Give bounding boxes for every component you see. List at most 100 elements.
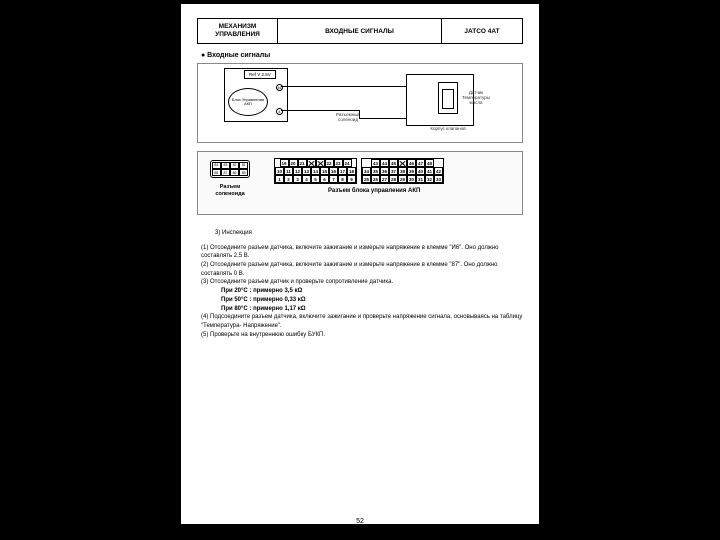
pin-cell: 33 [434,175,443,183]
valve-body-label: Корпус клапанов [418,126,478,131]
pin-cell: 17 [338,167,347,175]
pin-cell: 13 [302,167,311,175]
wire-bot-h1 [281,110,359,111]
pin-row: 252627282930313233 [362,175,443,183]
inspection-lines-1: (1) Отсоедините разъем датчика, включите… [197,244,523,287]
pin-cell: 42 [434,167,443,175]
inspection-values: При 20°C : примерно 3,5 кΩПри 50°C : при… [197,287,523,313]
akp-connector-block-1: 192021222324101112131415161718123456789 [274,158,357,184]
section-title: ● Входные сигналы [201,52,523,59]
pin-cell: 36 [380,167,389,175]
pin-cell: 2 [284,175,293,183]
content-frame: МЕХАНИЗМ УПРАВЛЕНИЯ ВХОДНЫЕ СИГНАЛЫ JATC… [197,18,523,510]
sensor-symbol [442,89,454,109]
pin-cell: 19 [280,159,289,167]
sol-pin: 83 [221,162,230,169]
pin-cell: 3 [293,175,302,183]
inspection-value: При 80°C : примерно 1,17 кΩ [221,305,523,314]
pin-cell: 5 [311,175,320,183]
pin-cell: 31 [416,175,425,183]
inspection-line: (5) Проверьте на внутреннюю ошибку БУКП. [201,331,523,340]
pin-cell [398,159,407,167]
akp-connector-block-2: 4344454647483435363738394041422526272829… [361,158,444,184]
pin-cell: 40 [416,167,425,175]
inspection-value: При 50°C : примерно 0,33 кΩ [221,296,523,305]
pin-cell: 37 [389,167,398,175]
sol-pin: 85 [239,169,248,176]
solenoid-connector: 84838281 88878685 [210,160,250,178]
pin-cell: 8 [338,175,347,183]
pin-cell: 1 [275,175,284,183]
inspection-lines-2: (4) Подсоедините разъем датчика, включит… [197,313,523,339]
sol-pin: 82 [230,162,239,169]
pin-cell: 12 [293,167,302,175]
pin-cell: 20 [289,159,298,167]
pin-cell: 43 [371,159,380,167]
solenoid-connector-label: Разъем соленоида [210,184,250,198]
header-row: МЕХАНИЗМ УПРАВЛЕНИЯ ВХОДНЫЕ СИГНАЛЫ JATC… [197,18,523,44]
pin-cell: 35 [371,167,380,175]
sol-pin: 84 [212,162,221,169]
pin-cell: 4 [302,175,311,183]
wire-top [281,86,411,87]
header-col-model: JATCO 4AT [442,19,522,43]
inspection-line: (3) Отсоедините разъем датчик и проверьт… [201,278,523,287]
pin-cell: 16 [329,167,338,175]
sol-pin: 86 [230,169,239,176]
inspection-value: При 20°C : примерно 3,5 кΩ [221,287,523,296]
pin-cell: 26 [371,175,380,183]
pin-cell: 30 [407,175,416,183]
sol-pin: 87 [221,169,230,176]
pin-cell: 22 [325,159,334,167]
pin-cell: 23 [334,159,343,167]
akp-connector-label: Разъем блока управления АКП [328,188,420,194]
solenoid-conn-label: Разъемный соленоид [328,112,368,122]
pin-cell: 38 [398,167,407,175]
sensor-label: Датчик Температуры масла [458,90,494,105]
pin-cell [316,159,325,167]
pin-cell: 29 [398,175,407,183]
header-col-signals: ВХОДНЫЕ СИГНАЛЫ [278,19,442,43]
oil-temp-sensor-box [438,82,458,114]
pin-row: 101112131415161718 [275,167,356,175]
pin-row: 123456789 [275,175,356,183]
inspection-title: 3) Инспекция [215,229,523,238]
pin-cell: 14 [311,167,320,175]
inspection-line: (1) Отсоедините разъем датчика, включите… [201,244,523,261]
header-col-mechanism: МЕХАНИЗМ УПРАВЛЕНИЯ [198,19,278,43]
pin-row: 192021 222324 [275,159,356,167]
pin-cell: 21 [298,159,307,167]
pin-cell: 34 [362,167,371,175]
pin-cell: 45 [389,159,398,167]
pin-row: 343536373839404142 [362,167,443,175]
pin-cell: 39 [407,167,416,175]
ecu-frame [224,68,288,122]
pin-cell: 48 [425,159,434,167]
pin-cell: 27 [380,175,389,183]
pin-cell: 25 [362,175,371,183]
pin-cell: 28 [389,175,398,183]
inspection-line: (4) Подсоедините разъем датчика, включит… [201,313,523,330]
pin-cell: 41 [425,167,434,175]
pin-row: 434445 464748 [362,159,443,167]
pin-cell: 9 [347,175,356,183]
pin-cell: 44 [380,159,389,167]
pin-cell: 32 [425,175,434,183]
akp-connector-group: 192021222324101112131415161718123456789 … [274,158,444,184]
sol-pin: 88 [212,169,221,176]
page-number: 52 [197,518,523,525]
pin-cell: 6 [320,175,329,183]
connector-panel: 8483828188878685 Разъем соленоида 192021… [197,151,523,215]
pin-cell: 24 [343,159,352,167]
pin-cell: 18 [347,167,356,175]
wiring-diagram: Ref V 2.5V Блок Управления АКП 46 4 Разъ… [197,63,523,143]
pin-cell: 47 [416,159,425,167]
inspection-text: 3) Инспекция (1) Отсоедините разъем датч… [197,229,523,339]
inspection-line: (2) Отсоедините разъем датчика, включите… [201,261,523,278]
pin-cell: 11 [284,167,293,175]
pin-cell: 7 [329,175,338,183]
page: МЕХАНИЗМ УПРАВЛЕНИЯ ВХОДНЫЕ СИГНАЛЫ JATC… [181,4,539,524]
pin-cell: 46 [407,159,416,167]
pin-cell: 10 [275,167,284,175]
sol-pin: 81 [239,162,248,169]
